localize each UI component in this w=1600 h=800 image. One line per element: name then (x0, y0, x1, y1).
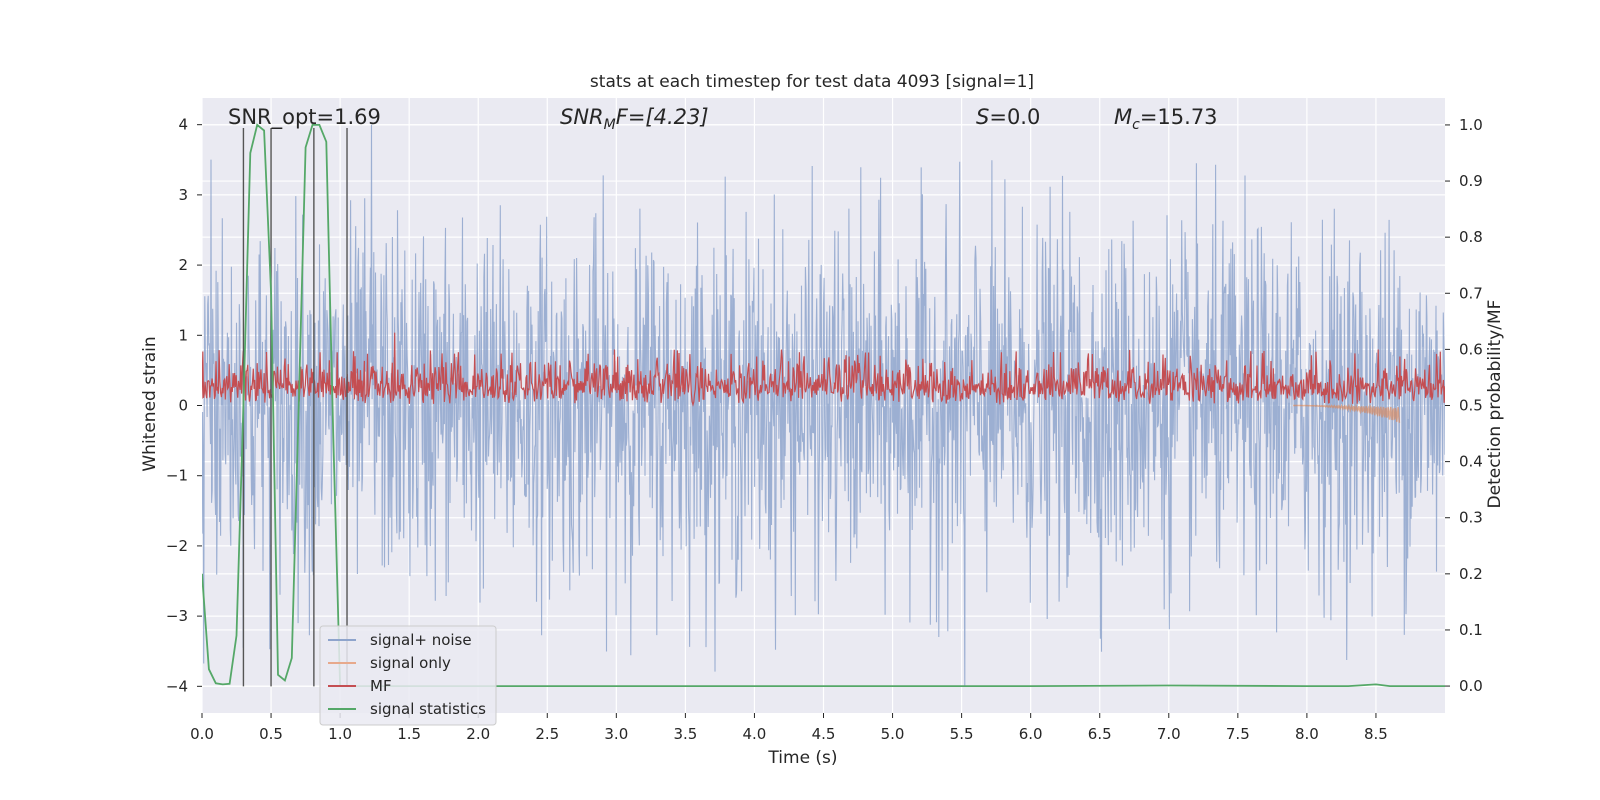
x-tick-label: 3.5 (673, 725, 697, 743)
x-axis-label: Time (s) (767, 748, 837, 768)
snr-mf-annotation: SNRMF=[4.23] (560, 105, 709, 133)
y-tick-label: −2 (166, 537, 188, 555)
x-tick-label: 4.5 (812, 725, 836, 743)
series-layer (202, 123, 1445, 687)
x-tick-label: 8.5 (1364, 725, 1388, 743)
s-annotation: S=0.0 (976, 105, 1040, 129)
series-signal-noise-line (202, 124, 1445, 687)
y-right-tick-label: 1.0 (1459, 116, 1483, 134)
y-right-tick-label: 0.6 (1459, 340, 1483, 358)
y-tick-label: −4 (166, 677, 188, 695)
y-right-tick-label: 0.7 (1459, 284, 1483, 302)
y-tick-label: −3 (166, 607, 188, 625)
snr-mf-label: SNR (560, 105, 604, 129)
x-tick-label: 5.5 (950, 725, 974, 743)
x-tick-label: 1.0 (328, 725, 352, 743)
legend-frame (319, 625, 497, 726)
y-axis-right-ticks: 1.0 0.9 0.8 0.7 0.6 0.5 0.4 0.3 0.2 0.1 0.0 (1445, 116, 1483, 695)
snr-mf-sub: M (604, 117, 616, 133)
x-tick-label: 4.0 (743, 725, 767, 743)
y-tick-label: 3 (178, 186, 188, 204)
mc-label: M (1114, 105, 1132, 129)
y-tick-label: 0 (178, 397, 188, 415)
x-tick-label: 7.0 (1157, 725, 1181, 743)
y-tick-label: 1 (178, 326, 188, 344)
y-right-tick-label: 0.9 (1459, 172, 1483, 190)
legend-label-signal-only: signal only (370, 654, 451, 672)
s-label: S (976, 105, 989, 129)
x-tick-label: 2.5 (535, 725, 559, 743)
x-tick-label: 2.0 (466, 725, 490, 743)
series-mf-line (202, 332, 1445, 407)
series-signal-statistics-line (202, 123, 1445, 687)
x-tick-label: 0.0 (190, 725, 214, 743)
y-right-tick-label: 0.8 (1459, 228, 1483, 246)
mc-sub: c (1132, 117, 1140, 133)
x-tick-label: 3.0 (604, 725, 628, 743)
y-right-tick-label: 0.0 (1459, 677, 1483, 695)
y-axis-ticks: 4 3 2 1 0 −1 −2 −3 −4 (166, 116, 202, 695)
x-tick-label: 6.5 (1088, 725, 1112, 743)
legend-label-mf: MF (370, 677, 392, 695)
series-signal-only-line (1293, 403, 1401, 423)
legend-label-signal-statistics: signal statistics (370, 700, 486, 718)
y-tick-label: 4 (178, 116, 188, 134)
s-value: =0.0 (989, 105, 1040, 129)
snr-mf-value: F=[4.23] (616, 105, 709, 129)
x-tick-label: 1.5 (397, 725, 421, 743)
legend: signal+ noise signal only MF signal stat… (319, 625, 497, 726)
y-tick-label: −1 (166, 467, 188, 485)
y-right-tick-label: 0.5 (1459, 397, 1483, 415)
snr-opt-annotation: SNR_opt=1.69 (228, 105, 381, 130)
x-axis-ticks: 0.0 0.5 1.0 1.5 2.0 2.5 3.0 3.5 4.0 4.5 5.0 5.5 6.0 6… (190, 713, 1388, 743)
mc-value: =15.73 (1140, 105, 1218, 129)
x-tick-label: 7.5 (1226, 725, 1250, 743)
x-tick-label: 6.0 (1019, 725, 1043, 743)
x-tick-label: 5.0 (881, 725, 905, 743)
y-right-tick-label: 0.2 (1459, 565, 1483, 583)
x-tick-label: 0.5 (259, 725, 283, 743)
mc-annotation: Mc=15.73 (1114, 105, 1218, 133)
y-axis-right-label: Detection probability/MF (1485, 300, 1505, 509)
legend-label-signal-noise: signal+ noise (370, 631, 472, 649)
y-right-tick-label: 0.1 (1459, 621, 1483, 639)
y-tick-label: 2 (178, 256, 188, 274)
y-right-tick-label: 0.3 (1459, 509, 1483, 527)
chart-title: stats at each timestep for test data 409… (590, 72, 1034, 92)
y-axis-label: Whitened strain (140, 336, 160, 471)
y-right-tick-label: 0.4 (1459, 453, 1483, 471)
x-tick-label: 8.0 (1295, 725, 1319, 743)
